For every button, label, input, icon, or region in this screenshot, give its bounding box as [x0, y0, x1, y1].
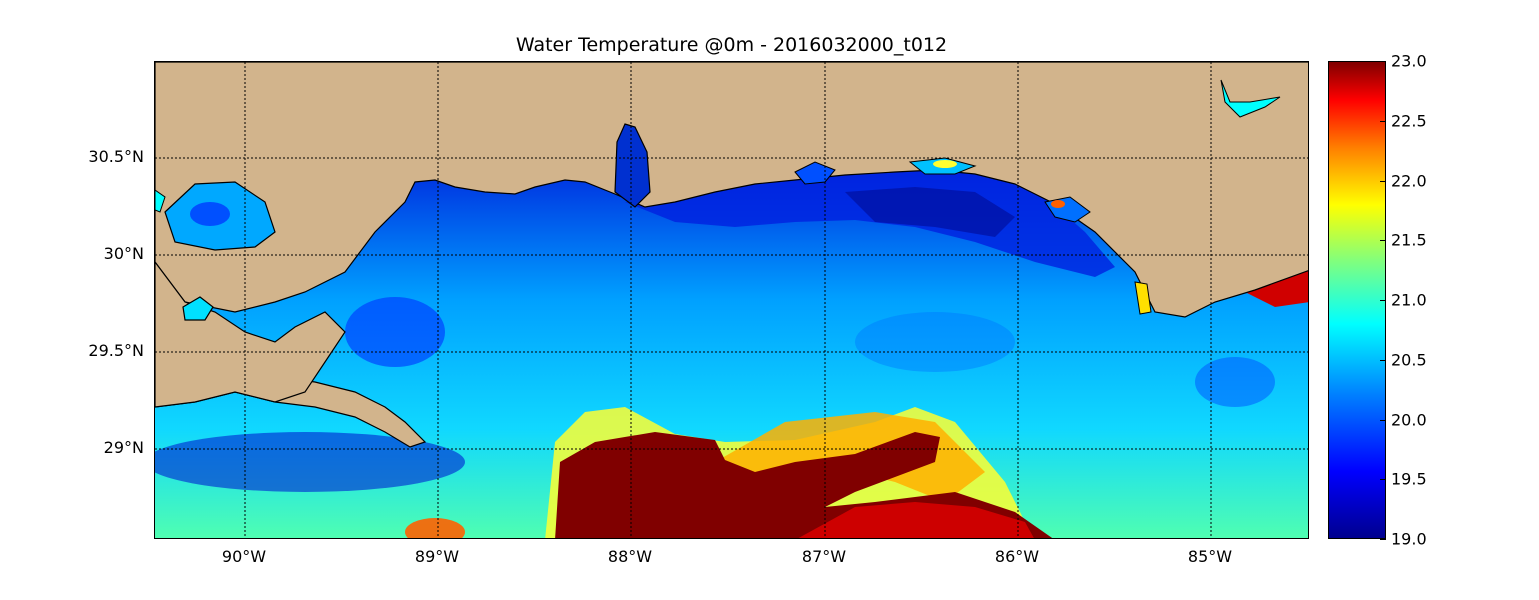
- map-title: Water Temperature @0m - 2016032000_t012: [515, 34, 948, 56]
- colorbar-tick-label: 22.5: [1391, 111, 1427, 131]
- cold-coastal-band: [625, 170, 1115, 277]
- lon-tick-label: 89°W: [414, 547, 460, 566]
- colorbar-tick-label: 19.0: [1391, 529, 1427, 549]
- colorbar-tick: [1380, 359, 1386, 361]
- colorbar-tick: [1380, 120, 1386, 122]
- colorbar-tick: [1380, 61, 1386, 62]
- lon-tick-label: 86°W: [994, 547, 1040, 566]
- land-north: [155, 62, 1308, 318]
- colorbar-tick: [1380, 539, 1386, 540]
- colorbar-tick-label: 21.5: [1391, 230, 1427, 250]
- mobile-bay: [614, 123, 651, 208]
- colorbar-tick-label: 22.0: [1391, 171, 1427, 190]
- lake-small: [182, 296, 214, 321]
- colorbar-tick-label: 20.0: [1391, 410, 1427, 429]
- map-panel: [154, 61, 1309, 539]
- colorbar-tick: [1380, 419, 1386, 421]
- lon-tick-label: 85°W: [1187, 547, 1233, 566]
- colorbar-tick-label: 23.0: [1391, 51, 1427, 71]
- gridlines: [155, 62, 1308, 538]
- lake-northeast: [1220, 79, 1281, 118]
- colorbar-tick: [1380, 180, 1386, 182]
- lat-tick-label: 29.5°N: [88, 341, 144, 360]
- lon-tick-label: 88°W: [607, 547, 653, 566]
- colorbar: [1328, 61, 1386, 539]
- colorbar-tick: [1380, 479, 1386, 481]
- ocean-area: [155, 170, 1308, 538]
- st-joseph-bay: [1134, 281, 1152, 315]
- colorbar-tick: [1380, 300, 1386, 301]
- lat-tick-label: 30°N: [103, 244, 144, 263]
- colorbar-tick-label: 19.5: [1391, 469, 1427, 489]
- colorbar-tick-label: 21.0: [1391, 290, 1427, 310]
- lon-tick-label: 87°W: [801, 547, 847, 566]
- lon-tick-label: 90°W: [221, 547, 267, 566]
- temperature-field: [155, 62, 1308, 538]
- lat-tick-label: 29°N: [103, 438, 144, 457]
- colorbar-tick: [1380, 240, 1386, 242]
- colorbar-tick-label: 20.5: [1391, 350, 1427, 370]
- lat-tick-label: 30.5°N: [88, 147, 144, 166]
